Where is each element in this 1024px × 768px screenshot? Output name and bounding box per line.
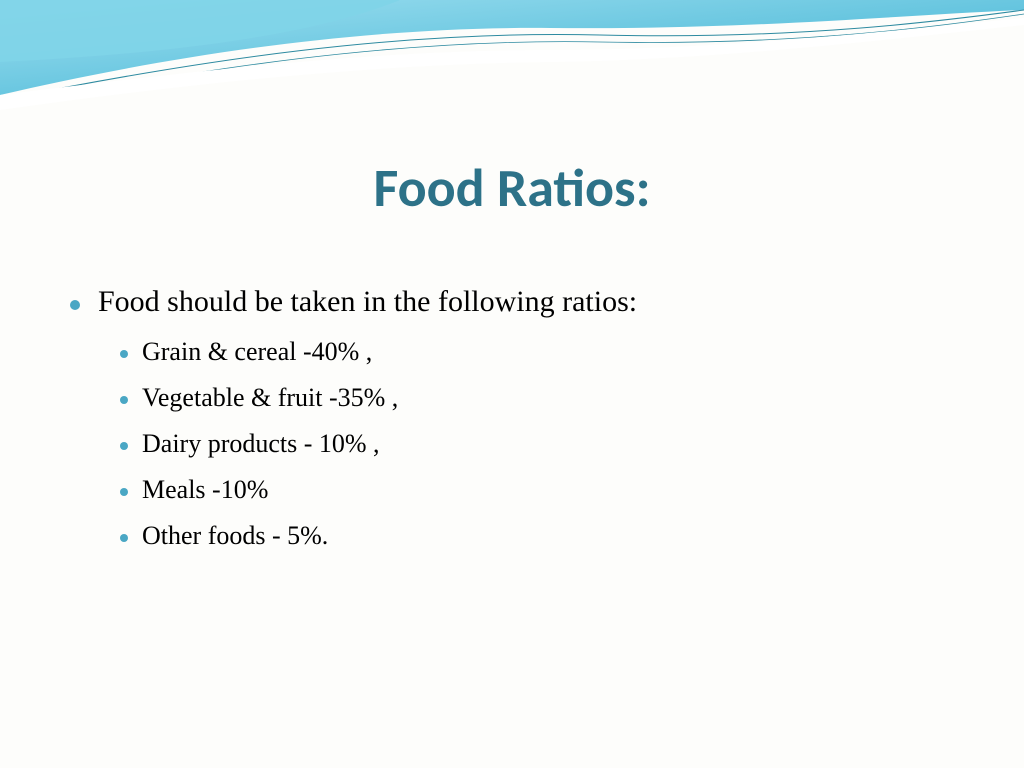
bullet-icon	[120, 396, 128, 404]
item-text: Grain & cereal -40% ,	[142, 337, 372, 367]
list-item: Grain & cereal -40% ,	[120, 337, 950, 367]
list-item: Dairy products - 10% ,	[120, 429, 950, 459]
item-text: Meals -10%	[142, 475, 268, 505]
slide-title: Food Ratios:	[0, 155, 1024, 221]
bullet-icon	[120, 442, 128, 450]
bullet-icon	[120, 534, 128, 542]
list-item: Vegetable & fruit -35% ,	[120, 383, 950, 413]
item-text: Vegetable & fruit -35% ,	[142, 383, 398, 413]
item-text: Other foods - 5%.	[142, 521, 328, 551]
list-item: Other foods - 5%.	[120, 521, 950, 551]
bullet-icon	[120, 488, 128, 496]
intro-line: Food should be taken in the following ra…	[70, 285, 950, 319]
list-item: Meals -10%	[120, 475, 950, 505]
slide-body: Food should be taken in the following ra…	[70, 285, 950, 567]
slide-content: Food Ratios: Food should be taken in the…	[0, 0, 1024, 768]
bullet-icon	[70, 300, 80, 310]
bullet-icon	[120, 350, 128, 358]
intro-text: Food should be taken in the following ra…	[98, 285, 637, 319]
item-text: Dairy products - 10% ,	[142, 429, 380, 459]
